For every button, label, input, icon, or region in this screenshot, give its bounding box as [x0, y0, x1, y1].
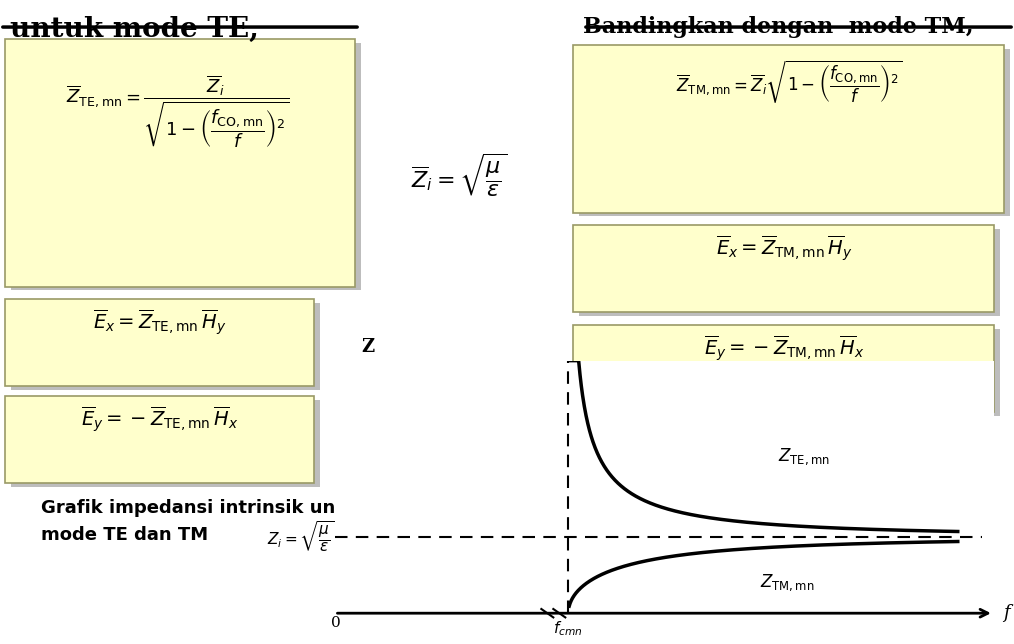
FancyBboxPatch shape: [11, 43, 361, 290]
Text: $\overline{Z}_{\mathrm{TM,mn}} = \overline{Z}_{i}\sqrt{1-\left(\dfrac{f_{\mathrm: $\overline{Z}_{\mathrm{TM,mn}} = \overli…: [675, 58, 902, 105]
FancyBboxPatch shape: [573, 225, 994, 312]
Text: $\overline{Z}_{i} = \sqrt{\dfrac{\mu}{\varepsilon}}$: $\overline{Z}_{i} = \sqrt{\dfrac{\mu}{\v…: [411, 151, 507, 198]
FancyBboxPatch shape: [5, 396, 314, 483]
Text: Grafik impedansi intrinsik untuk
mode TE dan TM: Grafik impedansi intrinsik untuk mode TE…: [41, 499, 368, 544]
FancyBboxPatch shape: [579, 229, 1000, 316]
FancyBboxPatch shape: [5, 39, 355, 287]
Text: Z: Z: [362, 338, 375, 356]
Text: $f_{cmn}$: $f_{cmn}$: [554, 620, 583, 638]
Text: $\overline{E}_{y} = -\overline{Z}_{\mathrm{TM,mn}}\,\overline{H}_{x}$: $\overline{E}_{y} = -\overline{Z}_{\math…: [704, 334, 864, 363]
Text: $\overline{Z}_{\mathrm{TE,mn}} = \dfrac{\overline{Z}_{i}}{\sqrt{1-\left(\dfrac{f: $\overline{Z}_{\mathrm{TE,mn}} = \dfrac{…: [66, 74, 289, 151]
Text: $\overline{E}_{y} = -\overline{Z}_{\mathrm{TE,mn}}\,\overline{H}_{x}$: $\overline{E}_{y} = -\overline{Z}_{\math…: [80, 404, 238, 434]
FancyBboxPatch shape: [573, 45, 1004, 213]
Text: $\overline{E}_{x} = \overline{Z}_{\mathrm{TM,mn}}\,\overline{H}_{y}$: $\overline{E}_{x} = \overline{Z}_{\mathr…: [716, 234, 852, 263]
FancyBboxPatch shape: [573, 325, 994, 412]
Text: Bandingkan dengan  mode TM,: Bandingkan dengan mode TM,: [583, 16, 973, 38]
Text: untuk mode TE,: untuk mode TE,: [10, 16, 259, 43]
Text: 0: 0: [331, 616, 341, 630]
Text: f: f: [1003, 604, 1009, 622]
Text: $Z_i = \sqrt{\dfrac{\mu}{\varepsilon}}$: $Z_i = \sqrt{\dfrac{\mu}{\varepsilon}}$: [268, 520, 335, 554]
Text: $Z_{\rm TM,mn}$: $Z_{\rm TM,mn}$: [760, 573, 814, 593]
Text: $Z_{\rm TE,mn}$: $Z_{\rm TE,mn}$: [778, 446, 829, 467]
FancyBboxPatch shape: [11, 400, 320, 487]
FancyBboxPatch shape: [579, 329, 1000, 416]
Text: $\overline{E}_{x} = \overline{Z}_{\mathrm{TE,mn}}\,\overline{H}_{y}$: $\overline{E}_{x} = \overline{Z}_{\mathr…: [92, 308, 226, 337]
FancyBboxPatch shape: [579, 49, 1010, 216]
FancyBboxPatch shape: [5, 299, 314, 386]
FancyBboxPatch shape: [11, 303, 320, 390]
